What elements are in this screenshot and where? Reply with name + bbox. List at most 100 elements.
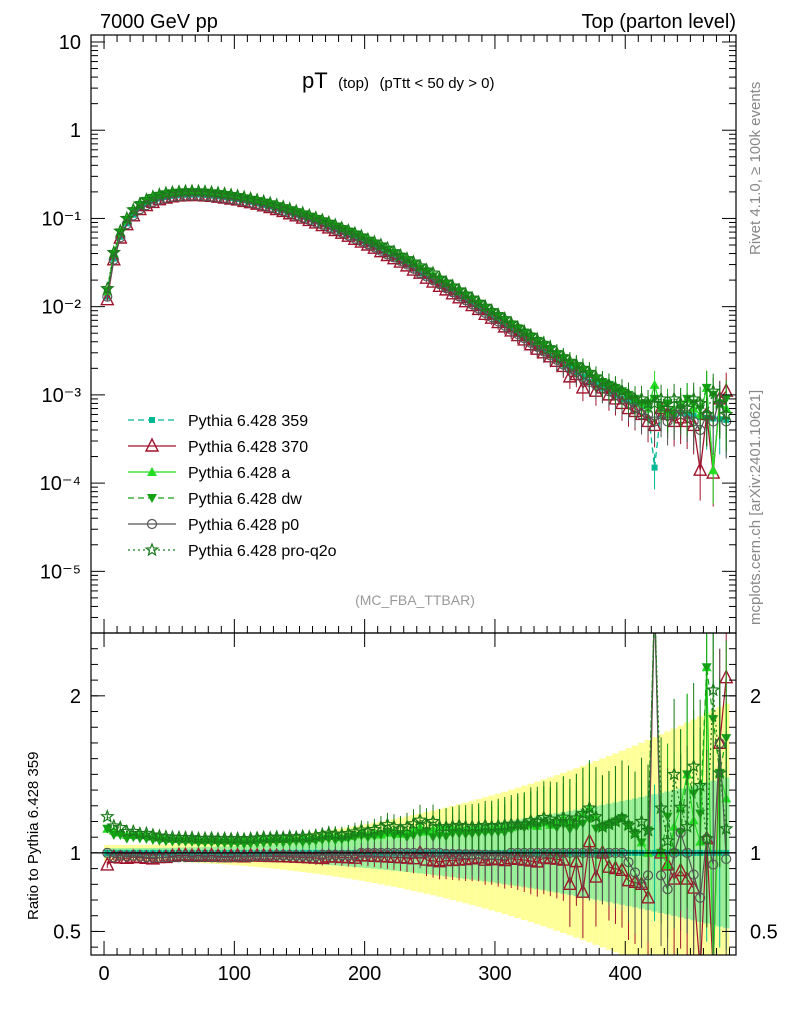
x-tick-label: 400 [609, 963, 642, 985]
data-point [679, 401, 695, 415]
data-point [217, 186, 232, 201]
data-point [458, 286, 473, 301]
data-point [223, 187, 239, 202]
ratio-point [232, 851, 243, 862]
data-point [360, 231, 376, 246]
ratio-point [438, 819, 454, 834]
ratio-point [484, 818, 499, 833]
ratio-point [134, 851, 145, 862]
x-tick-label: 100 [218, 963, 251, 985]
ratio-point [100, 856, 115, 871]
data-point [354, 228, 369, 243]
data-point [113, 223, 128, 238]
data-point [249, 192, 265, 207]
data-point [530, 332, 545, 347]
data-point [523, 327, 539, 342]
data-point [347, 225, 363, 240]
data-point [536, 336, 552, 350]
data-point [152, 187, 167, 201]
data-point [438, 274, 454, 289]
data-point [708, 465, 719, 475]
ratio-point [330, 849, 341, 861]
ratio-point [315, 826, 330, 841]
data-point [275, 199, 291, 214]
ratio-series-5 [100, 633, 734, 928]
data-point [432, 270, 447, 285]
data-point [106, 244, 122, 259]
title-sub2: (pTtt < 50 dy > 0) [379, 75, 494, 92]
rivet-label: Rivet 4.1.0, ≥ 100k events [747, 82, 764, 255]
data-point [647, 395, 662, 410]
ratio-point [490, 817, 506, 832]
data-point [210, 185, 226, 200]
ratio-point [543, 811, 558, 826]
data-point [699, 406, 714, 421]
legend-label: Pythia 6.428 a [188, 465, 290, 482]
ratio-point [692, 777, 708, 792]
ratio-point [454, 848, 465, 860]
data-point [705, 383, 721, 398]
x-tick-label: 200 [348, 963, 381, 985]
y-tick-label: 10⁻⁴ [40, 473, 81, 495]
ratio-point [278, 850, 289, 861]
legend-entry-3: Pythia 6.428 dw [128, 491, 302, 508]
ratio-point [275, 829, 291, 844]
y-tick-label: 1 [70, 120, 81, 142]
plot-title: pT (top) (pTtt < 50 dy > 0) [302, 68, 495, 93]
ratio-point [660, 833, 675, 848]
ratio-point [718, 821, 734, 835]
ratio-point [653, 800, 669, 815]
ratio-point [341, 825, 356, 840]
analysis-tag: (MC_FBA_TTBAR) [355, 592, 475, 608]
ratio-point [536, 809, 552, 824]
ratio-tick-label: 0.5 [53, 921, 81, 943]
y-tick-label: 10⁻³ [42, 385, 82, 407]
data-point [651, 464, 658, 471]
data-point [588, 369, 604, 384]
data-point [425, 265, 441, 280]
data-point [614, 383, 630, 398]
data-point [119, 210, 135, 225]
ratio-point [460, 849, 471, 860]
ratio-point [614, 810, 630, 825]
ratio-point [323, 849, 334, 860]
ratio-point [236, 831, 252, 846]
data-point [517, 324, 532, 338]
data-point [601, 377, 617, 392]
series-5 [100, 183, 734, 452]
data-point [406, 254, 421, 269]
ratio-point [115, 850, 126, 861]
data-point [649, 379, 660, 389]
ratio-point [480, 849, 491, 860]
ratio-point [467, 849, 478, 860]
data-point [115, 232, 126, 243]
ratio-point [588, 809, 604, 823]
ratio-point [113, 819, 128, 834]
title-main: pT [302, 68, 328, 93]
ratio-point [349, 850, 360, 861]
data-point [302, 207, 317, 222]
ratio-point [343, 850, 354, 861]
ratio-point [549, 813, 565, 828]
ratio-point [145, 827, 161, 842]
ratio-tick-label-right: 2 [750, 686, 761, 708]
ratio-frame [90, 632, 737, 956]
ratio-point [297, 850, 308, 862]
header-left: 7000 GeV pp [100, 11, 218, 33]
ratio-point [582, 800, 597, 815]
header-right: Top (parton level) [581, 11, 736, 33]
data-point [575, 379, 591, 394]
series-2 [102, 186, 732, 504]
series-line [106, 191, 727, 416]
ratio-point [705, 682, 721, 697]
ratio-point [679, 819, 695, 833]
series-line [106, 194, 727, 474]
data-point [145, 189, 161, 203]
data-point [575, 360, 591, 375]
legend-entry-2: Pythia 6.428 a [128, 465, 290, 482]
legend-marker [144, 542, 160, 557]
legend-label: Pythia 6.428 pro-q2o [188, 543, 337, 560]
data-point [236, 189, 252, 204]
data-point [334, 220, 350, 235]
